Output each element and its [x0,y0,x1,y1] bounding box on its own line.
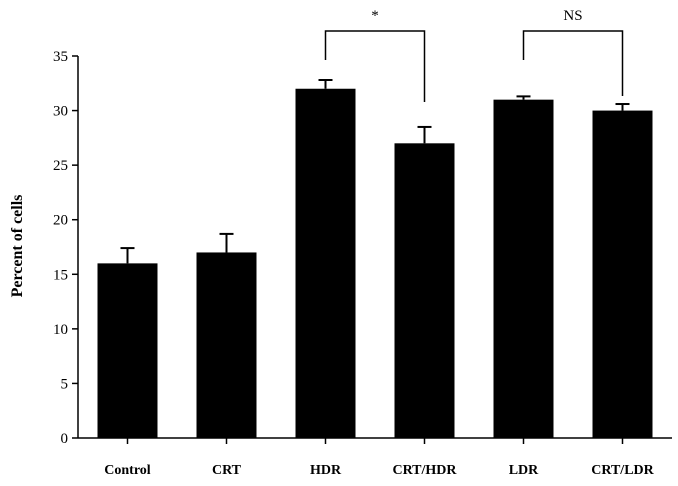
significance-brackets: * NS [324,8,624,102]
bar-crt-hdr [394,143,455,439]
x-tick-label: CRT/HDR [392,463,457,478]
x-tick-label: HDR [310,463,342,478]
significance-bracket [522,30,624,97]
y-axis-title: Percent of cells [9,195,26,298]
y-tick-label: 35 [53,49,68,65]
y-ticks: 0 5 10 15 20 25 30 35 [53,49,78,447]
bars [97,88,653,439]
y-tick-label: 0 [61,431,69,447]
y-tick-label: 10 [53,322,68,338]
significance-label: NS [563,8,582,24]
y-tick-label: 20 [53,213,68,229]
bar-crt-ldr [592,110,653,439]
bar-crt [196,252,257,438]
x-tick-label: CRT/LDR [591,463,654,478]
x-tick-label: LDR [509,463,539,478]
bar-hdr [295,88,356,438]
y-tick-label: 25 [53,158,68,174]
x-tick-label: CRT [212,463,242,478]
error-bars [120,79,630,264]
x-tick-label: Control [104,463,151,478]
x-ticks: Control CRT HDR CRT/HDR LDR CRT/LDR [104,438,655,478]
y-tick-label: 15 [53,267,68,283]
axes [77,56,672,439]
y-tick-label: 5 [61,376,69,392]
y-tick-label: 30 [53,104,68,120]
bar-ldr [493,99,554,439]
significance-bracket [324,30,426,102]
bar-control [97,263,158,438]
significance-label: * [371,8,379,24]
